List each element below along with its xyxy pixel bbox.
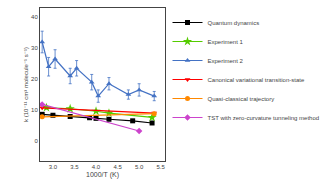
svg-text:0: 0	[34, 138, 38, 144]
svg-text:30: 30	[31, 45, 38, 51]
svg-text:10: 10	[31, 107, 38, 113]
svg-text:20: 20	[31, 76, 38, 82]
svg-text:Quantum dynamics: Quantum dynamics	[208, 20, 260, 26]
svg-text:k (10⁻¹¹ cm³ molecule⁻¹ s⁻¹): k (10⁻¹¹ cm³ molecule⁻¹ s⁻¹)	[23, 47, 29, 122]
svg-text:Canonical variational transiti: Canonical variational transition-state	[208, 77, 305, 83]
svg-text:5.0: 5.0	[135, 164, 144, 170]
svg-text:3.5: 3.5	[70, 164, 79, 170]
svg-text:5.5: 5.5	[157, 164, 166, 170]
svg-text:Quasi-classical trajectory: Quasi-classical trajectory	[208, 96, 275, 102]
svg-text:Experiment 1: Experiment 1	[208, 39, 244, 45]
svg-text:TST with zero-curvature tunnel: TST with zero-curvature tunneling method	[208, 115, 320, 121]
svg-text:40: 40	[31, 14, 38, 20]
svg-text:3.0: 3.0	[49, 164, 58, 170]
svg-text:1000/T (K): 1000/T (K)	[86, 171, 119, 179]
svg-text:4.5: 4.5	[113, 164, 122, 170]
svg-text:4.0: 4.0	[92, 164, 101, 170]
svg-text:Experiment 2: Experiment 2	[208, 58, 244, 64]
